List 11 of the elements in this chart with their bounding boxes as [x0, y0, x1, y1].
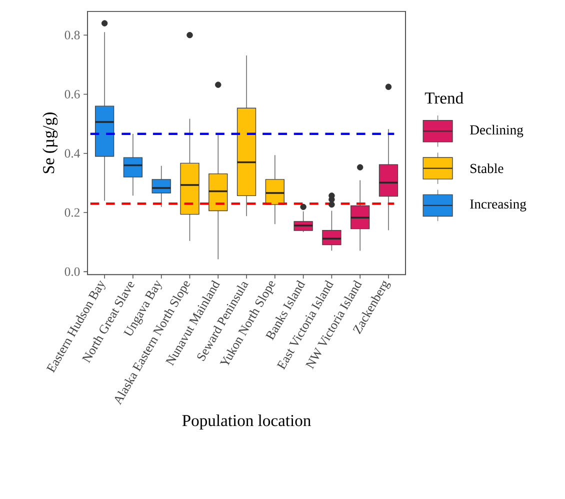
legend-label: Increasing: [470, 199, 526, 212]
y-tick-label: 0.6: [64, 90, 80, 99]
y-tick-label: 0.0: [64, 267, 80, 276]
y-axis-title: Se (µg/g): [42, 112, 58, 174]
y-tick-label: 0.4: [64, 149, 80, 158]
legend-label: Declining: [470, 124, 524, 138]
y-tick-label: 0.2: [64, 208, 80, 217]
x-axis-title: Population location: [182, 414, 311, 430]
y-tick-label: 0.8: [64, 30, 80, 40]
legend-title: Trend: [424, 92, 464, 104]
legend-label: Stable: [470, 163, 504, 174]
